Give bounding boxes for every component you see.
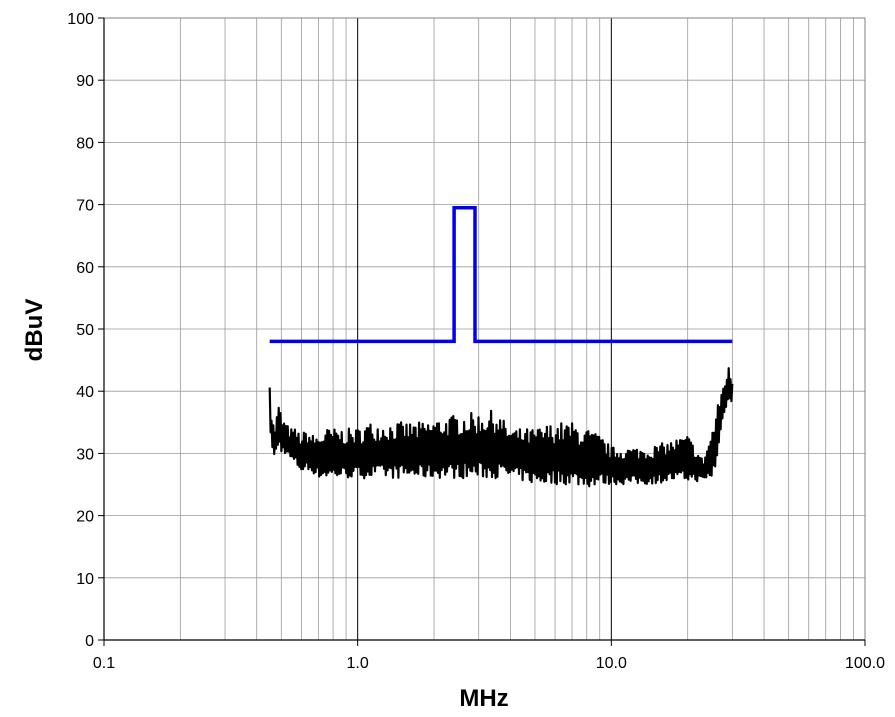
major-gridlines [103, 17, 866, 641]
y-tick-label: 90 [76, 73, 94, 90]
y-tick-label: 40 [76, 384, 94, 401]
x-tick-label: 100.0 [845, 655, 885, 672]
axes [98, 17, 866, 646]
y-tick-label: 20 [76, 509, 94, 526]
x-axis-label: MHz [459, 685, 508, 712]
y-tick-label: 80 [76, 135, 94, 152]
y-axis-label: dBuV [21, 299, 48, 362]
y-tick-label: 50 [76, 322, 94, 339]
limit-line [269, 205, 733, 344]
y-tick-label: 100 [67, 11, 94, 28]
y-tick-label: 30 [76, 446, 94, 463]
series-group [268, 205, 734, 488]
x-tick-label: 1.0 [347, 655, 369, 672]
y-tick-label: 70 [76, 198, 94, 215]
x-tick-label: 10.0 [596, 655, 627, 672]
y-tick-label: 10 [76, 571, 94, 588]
y-tick-label: 0 [85, 633, 94, 650]
tick-labels: 0 10 20 30 40 50 60 70 80 90 100 0.1 1.0 10.0 100.0 [67, 11, 885, 672]
y-tick-label: 60 [76, 260, 94, 277]
measured-emission-line [268, 367, 734, 488]
x-tick-label: 0.1 [93, 655, 115, 672]
